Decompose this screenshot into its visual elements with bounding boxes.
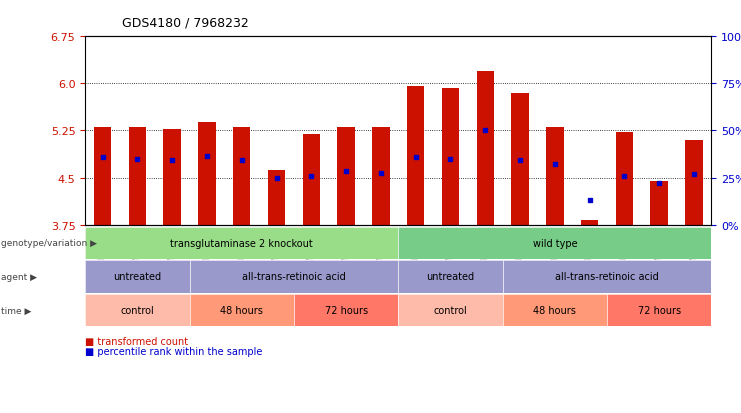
Text: ■ percentile rank within the sample: ■ percentile rank within the sample — [85, 346, 262, 356]
Text: all-trans-retinoic acid: all-trans-retinoic acid — [555, 272, 659, 282]
Text: wild type: wild type — [533, 238, 577, 248]
Bar — [511, 94, 529, 225]
Bar — [233, 128, 250, 225]
Bar — [199, 123, 216, 225]
Bar — [372, 128, 390, 225]
Text: 72 hours: 72 hours — [325, 305, 368, 315]
Text: all-trans-retinoic acid: all-trans-retinoic acid — [242, 272, 346, 282]
Text: untreated: untreated — [113, 272, 162, 282]
Bar — [616, 133, 633, 225]
Bar — [268, 171, 285, 225]
Text: transglutaminase 2 knockout: transglutaminase 2 knockout — [170, 238, 313, 248]
Text: GDS4180 / 7968232: GDS4180 / 7968232 — [122, 17, 249, 29]
Bar — [651, 181, 668, 225]
Text: untreated: untreated — [426, 272, 474, 282]
Bar — [164, 130, 181, 225]
Bar — [337, 128, 355, 225]
Bar — [581, 221, 598, 225]
Bar — [302, 134, 320, 225]
Bar — [685, 140, 702, 225]
Text: 48 hours: 48 hours — [220, 305, 263, 315]
Bar — [442, 88, 459, 225]
Text: control: control — [433, 305, 468, 315]
Text: time ▶: time ▶ — [1, 306, 31, 315]
Bar — [476, 71, 494, 225]
Bar — [94, 128, 111, 225]
Text: agent ▶: agent ▶ — [1, 272, 37, 281]
Bar — [129, 128, 146, 225]
Text: ■ transformed count: ■ transformed count — [85, 336, 188, 346]
Bar — [407, 87, 425, 225]
Bar — [546, 128, 563, 225]
Text: genotype/variation ▶: genotype/variation ▶ — [1, 239, 97, 248]
Text: 48 hours: 48 hours — [534, 305, 576, 315]
Text: control: control — [121, 305, 154, 315]
Text: 72 hours: 72 hours — [637, 305, 681, 315]
